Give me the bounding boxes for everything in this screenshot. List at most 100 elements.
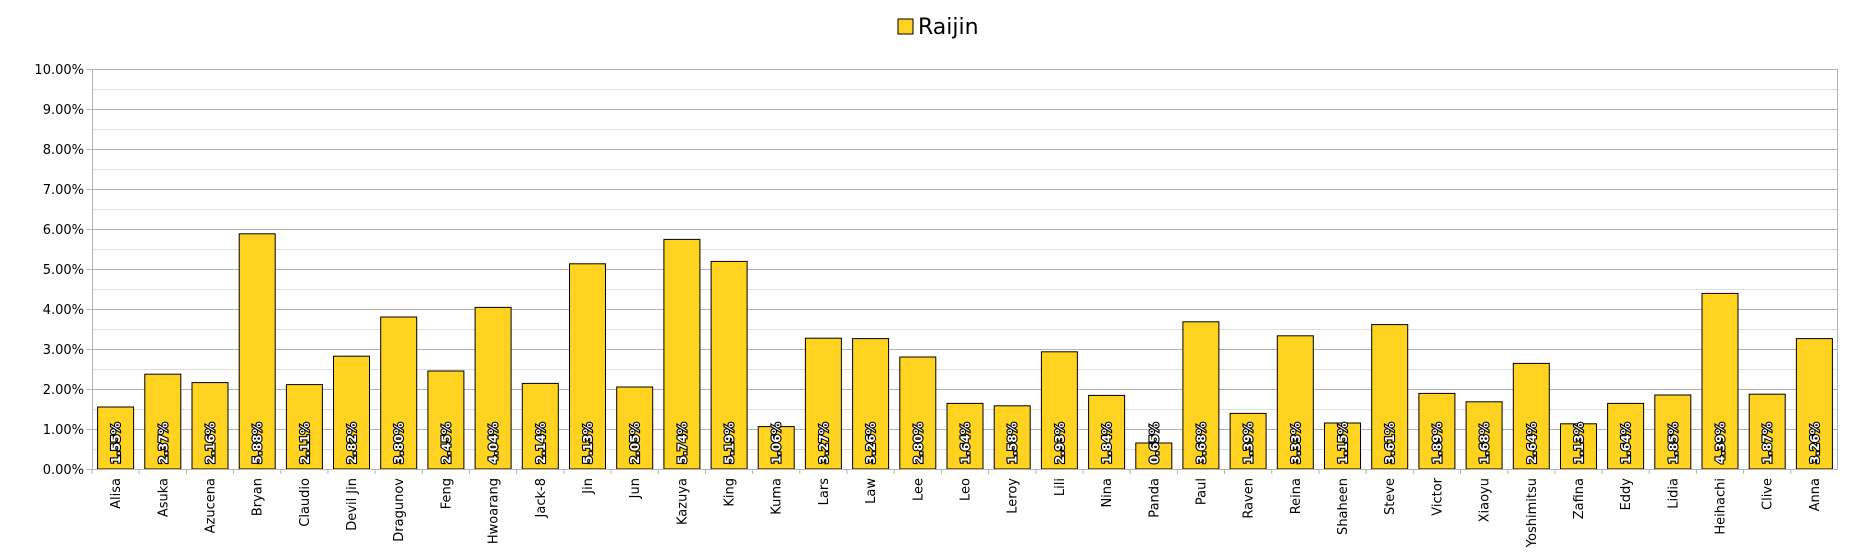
x-tick-label: Azucena [204, 478, 219, 533]
x-tick-label: Steve [1383, 478, 1398, 515]
x-tick-label: Hwoarang [487, 478, 502, 544]
data-label: 2.37% [156, 422, 170, 464]
data-label: 1.13% [1572, 422, 1586, 464]
bar [852, 338, 890, 470]
legend: Raijin [897, 15, 979, 40]
data-label: 1.85% [1666, 422, 1680, 464]
bar [521, 382, 559, 470]
x-tick-label: Panda [1147, 478, 1162, 518]
bar [1607, 402, 1645, 470]
data-label: 2.05% [628, 422, 642, 464]
bar [1701, 292, 1739, 470]
bar [1182, 321, 1220, 470]
y-tick-label: 0.00% [43, 463, 84, 478]
data-label: 5.13% [581, 422, 595, 464]
bar [1418, 392, 1456, 470]
x-tick-label: Lili [1053, 478, 1068, 496]
y-tick-label: 8.00% [43, 143, 84, 158]
bar [569, 263, 606, 470]
bar [380, 316, 418, 470]
y-tick-label: 1.00% [43, 423, 84, 438]
x-tick-label: Lidia [1666, 478, 1681, 509]
data-label: 2.82% [345, 422, 359, 464]
x-tick-label: Raven [1242, 478, 1257, 519]
x-tick-label: Kazuya [675, 478, 690, 525]
data-label: 1.06% [770, 422, 784, 464]
data-label: 2.45% [439, 422, 453, 464]
x-tick-label: Asuka [156, 478, 171, 517]
x-tick-label: Law [864, 478, 879, 504]
x-tick-label: Anna [1808, 478, 1823, 511]
x-tick-label: Leroy [1006, 478, 1021, 514]
x-tick-label: King [723, 478, 738, 507]
x-tick-label: Devil Jin [345, 478, 360, 531]
data-label: 3.61% [1383, 422, 1397, 464]
bar [710, 260, 748, 470]
y-tick-label: 5.00% [43, 263, 84, 278]
x-tick-label: Kuma [770, 478, 785, 515]
x-tick-label: Reina [1289, 478, 1304, 514]
x-tick-label: Yoshimitsu [1525, 478, 1540, 548]
data-label: 1.68% [1478, 422, 1492, 464]
bar [663, 238, 701, 470]
data-label: 2.80% [911, 422, 925, 464]
bar [616, 386, 654, 470]
bar [1465, 401, 1503, 470]
data-label: 0.65% [1147, 422, 1161, 464]
y-tick-label: 4.00% [43, 303, 84, 318]
data-label: 5.74% [675, 422, 689, 464]
x-tick-label: Jun [628, 478, 643, 499]
bar [238, 233, 276, 470]
data-label: 5.88% [251, 422, 265, 464]
data-label: 1.15% [1336, 422, 1350, 464]
bar [993, 405, 1031, 470]
data-label: 2.93% [1053, 422, 1067, 464]
data-label: 1.89% [1430, 422, 1444, 464]
bar [1088, 394, 1126, 470]
x-tick-label: Jin [581, 478, 596, 495]
data-label: 5.19% [723, 422, 737, 464]
bar [144, 373, 182, 470]
bar [97, 406, 135, 470]
y-tick-label: 2.00% [43, 383, 84, 398]
data-label: 2.11% [298, 422, 312, 464]
x-tick-label: Alisa [109, 478, 124, 509]
data-label: 3.26% [1808, 422, 1822, 464]
data-label: 3.27% [817, 422, 831, 464]
bar [427, 370, 465, 470]
data-label: 1.58% [1006, 422, 1020, 464]
data-label: 1.64% [1619, 422, 1633, 464]
data-label: 1.64% [959, 422, 973, 464]
y-axis-ticks: 0.00% 1.00% 2.00% 3.00% 4.00% 5.00% 6.00% 7.00%… [34, 63, 92, 478]
bar [1229, 412, 1267, 470]
x-tick-label: Jack-8 [534, 478, 549, 518]
x-tick-label: Xiaoyu [1478, 478, 1493, 522]
x-tick-label: Victor [1430, 477, 1445, 515]
y-tick-label: 10.00% [34, 63, 84, 78]
data-label: 1.87% [1761, 422, 1775, 464]
x-tick-label: Lee [911, 478, 926, 501]
y-tick-label: 6.00% [43, 223, 84, 238]
bar [1560, 423, 1597, 470]
data-label: 4.04% [487, 422, 501, 464]
bar [1371, 324, 1409, 470]
data-label: 3.26% [864, 422, 878, 464]
bar [1512, 362, 1550, 470]
data-label: 2.16% [204, 422, 218, 464]
bars: 1.55% 2.37% 2.16% 5.88% 2.11% 2.82% 3.80% 2.45%… [97, 233, 1833, 470]
x-tick-label: Feng [439, 478, 454, 509]
x-tick-label: Shaheen [1336, 478, 1351, 535]
y-tick-label: 7.00% [43, 183, 84, 198]
bar [1324, 422, 1361, 470]
data-label: 2.64% [1525, 422, 1539, 464]
x-tick-label: Heihachi [1714, 478, 1729, 535]
data-label: 2.14% [534, 422, 548, 464]
data-label: 1.39% [1242, 422, 1256, 464]
x-tick-label: Clive [1761, 478, 1776, 510]
x-tick-label: Dragunov [392, 478, 407, 542]
legend-label: Raijin [918, 15, 979, 40]
y-tick-label: 9.00% [43, 103, 84, 118]
x-tick-label: Paul [1194, 478, 1209, 505]
